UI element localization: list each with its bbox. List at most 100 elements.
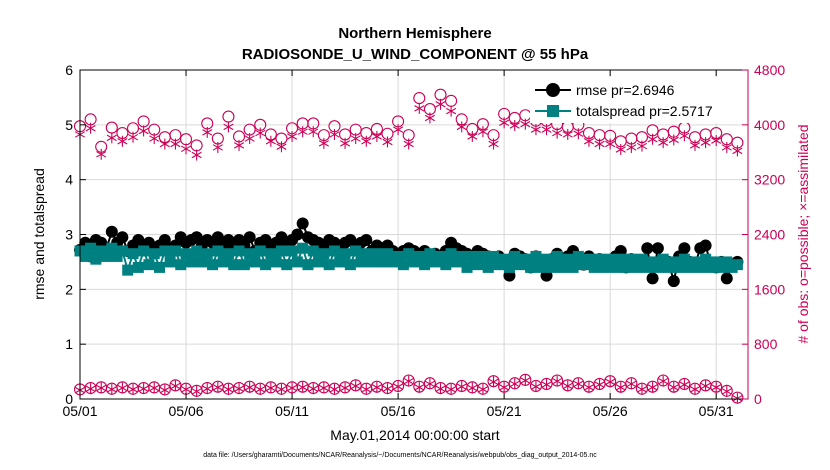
obs-assimilated-point (647, 133, 658, 145)
obs-assimilated-point (318, 382, 329, 394)
y-tick-label: 4 (65, 172, 73, 188)
asterisk-stroke (732, 147, 743, 155)
asterisk-stroke (96, 151, 107, 158)
spread-point (323, 259, 335, 271)
asterisk-stroke (106, 134, 117, 142)
obs-assimilated-point (233, 139, 245, 151)
spread-point (291, 256, 303, 268)
obs-assimilated-point (573, 378, 584, 390)
rmse-point (678, 242, 691, 255)
asterisk-stroke (668, 136, 679, 144)
asterisk-stroke (711, 384, 722, 391)
asterisk-stroke (180, 386, 192, 393)
spread-point (482, 261, 494, 273)
spread-point (207, 259, 219, 271)
asterisk-stroke (170, 140, 181, 148)
rmse-point (105, 225, 118, 238)
asterisk-stroke (467, 133, 478, 140)
spread-point (604, 253, 616, 265)
asterisk-stroke (350, 382, 361, 390)
obs-assimilated-point (96, 382, 107, 394)
obs-assimilated-point (308, 126, 319, 138)
spread-point (159, 245, 171, 257)
spread-point (106, 242, 118, 254)
spread-point (456, 250, 468, 262)
spread-point (249, 256, 261, 268)
obs-assimilated-point (615, 381, 626, 393)
spread-point (366, 256, 378, 268)
obs-assimilated-point (318, 137, 329, 149)
spread-point (138, 245, 150, 257)
asterisk-stroke (329, 131, 340, 138)
series-totalspread (74, 242, 743, 276)
spread-point (175, 259, 187, 271)
asterisk-stroke (477, 128, 488, 135)
spread-point (636, 253, 648, 265)
spread-point (541, 253, 553, 265)
asterisk-stroke (711, 137, 722, 144)
obs-assimilated-point (467, 382, 478, 394)
asterisk-stroke (371, 133, 382, 140)
spread-point (244, 248, 256, 260)
spread-point (79, 250, 91, 262)
asterisk-stroke (265, 138, 276, 145)
spread-point (217, 256, 229, 268)
y2-tick-label: 4000 (754, 117, 785, 133)
obs-assimilated-point (149, 133, 160, 145)
obs-assimilated-point (393, 124, 404, 136)
obs-assimilated-point (509, 378, 520, 390)
obs-assimilated-point (552, 127, 563, 139)
asterisk-stroke (318, 384, 329, 392)
spread-point (318, 248, 330, 260)
spread-point (424, 248, 436, 260)
asterisk-stroke (509, 380, 520, 388)
rmse-point (243, 231, 256, 244)
spread-point (286, 245, 298, 257)
obs-assimilated-point (382, 136, 393, 148)
obs-assimilated-point (530, 124, 541, 136)
asterisk-stroke (233, 385, 245, 392)
spread-point (334, 256, 346, 268)
obs-assimilated-point (106, 132, 117, 144)
asterisk-stroke (520, 377, 531, 384)
obs-assimilated-point (350, 133, 361, 145)
spread-point (498, 253, 510, 265)
spread-point (116, 245, 128, 257)
legend-spread-label: totalspread pr=2.5717 (576, 103, 713, 119)
obs-assimilated-point (626, 141, 637, 153)
obs-assimilated-point (605, 138, 616, 150)
x-tick-label: 05/01 (62, 403, 97, 419)
asterisk-stroke (371, 384, 382, 391)
obs-assimilated-point (668, 381, 679, 393)
y-tick-label: 1 (65, 336, 73, 352)
asterisk-stroke (202, 385, 213, 392)
obs-assimilated-point (297, 126, 308, 138)
y-axis-label: rmse and totalspread (31, 168, 47, 300)
asterisk-stroke (340, 140, 351, 147)
obs-assimilated-point (488, 138, 499, 150)
spread-point (445, 248, 457, 260)
spread-point (127, 248, 139, 260)
x-tick-label: 05/21 (487, 403, 522, 419)
legend-rmse-marker (546, 83, 560, 97)
spread-point (472, 259, 484, 271)
obs-assimilated-point (244, 381, 255, 393)
spread-point (275, 245, 287, 257)
asterisk-stroke (233, 142, 245, 149)
spread-point (101, 250, 113, 262)
obs-assimilated-point (721, 141, 732, 153)
obs-assimilated-point (658, 375, 669, 387)
obs-assimilated-point (180, 143, 192, 155)
spread-point (572, 250, 584, 262)
asterisk-stroke (424, 114, 435, 122)
spread-point (313, 256, 325, 268)
spread-point (228, 259, 240, 271)
x-tick-label: 05/11 (275, 403, 309, 419)
obs-assimilated-point (340, 382, 351, 394)
asterisk-stroke (127, 133, 139, 141)
spread-point (201, 248, 213, 260)
spread-point (625, 253, 637, 265)
asterisk-stroke (159, 386, 170, 394)
spread-point (583, 253, 595, 265)
asterisk-stroke (361, 138, 372, 145)
